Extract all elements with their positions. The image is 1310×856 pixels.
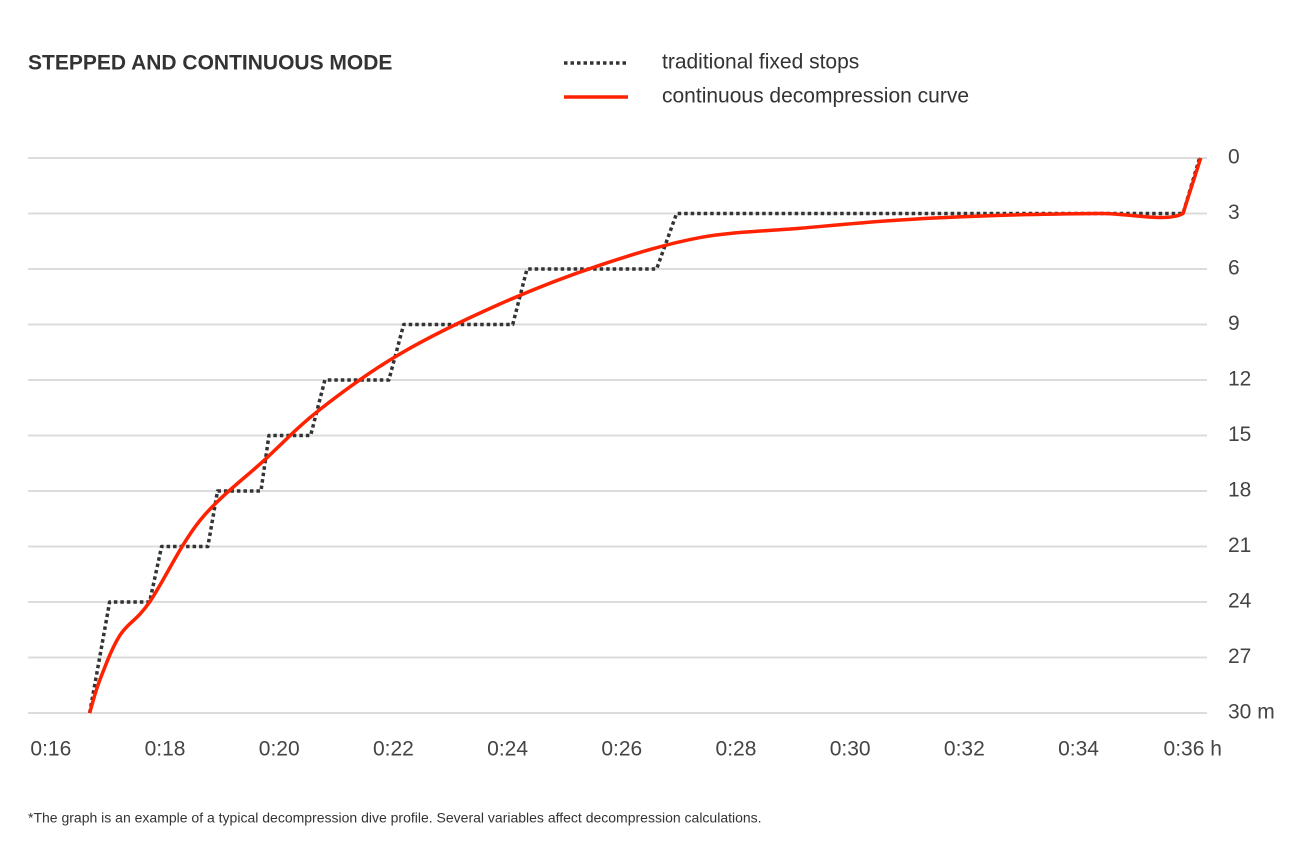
series-line (87, 157, 1202, 714)
x-tick-label: 0:34 (1058, 738, 1099, 761)
y-tick-label: 27 (1228, 645, 1251, 668)
x-tick-label: 0:28 (716, 738, 757, 761)
y-tick-label: 9 (1228, 312, 1240, 335)
y-tick-label: 21 (1228, 534, 1251, 557)
series-line (87, 157, 1203, 714)
legend-label: traditional fixed stops (662, 51, 859, 74)
x-tick-label: 0:18 (145, 738, 186, 761)
y-tick-label: 12 (1228, 368, 1251, 391)
x-tick-label: 0:20 (259, 738, 300, 761)
y-tick-label: 24 (1228, 590, 1252, 613)
footnote: *The graph is an example of a typical de… (28, 810, 762, 826)
x-tick-label: 0:36 h (1164, 738, 1222, 761)
y-tick-label: 18 (1228, 479, 1251, 502)
y-tick-label: 0 (1228, 146, 1240, 169)
x-tick-label: 0:30 (830, 738, 871, 761)
x-tick-label: 0:22 (373, 738, 414, 761)
legend-label: continuous decompression curve (662, 85, 969, 108)
y-tick-label: 3 (1228, 201, 1240, 224)
y-tick-label: 30 m (1228, 701, 1275, 724)
x-tick-label: 0:32 (944, 738, 985, 761)
y-tick-label: 15 (1228, 423, 1251, 446)
y-tick-label: 6 (1228, 257, 1240, 280)
x-tick-label: 0:16 (30, 738, 71, 761)
x-tick-label: 0:26 (601, 738, 642, 761)
x-tick-label: 0:24 (487, 738, 528, 761)
chart-title: STEPPED AND CONTINUOUS MODE (28, 52, 392, 75)
